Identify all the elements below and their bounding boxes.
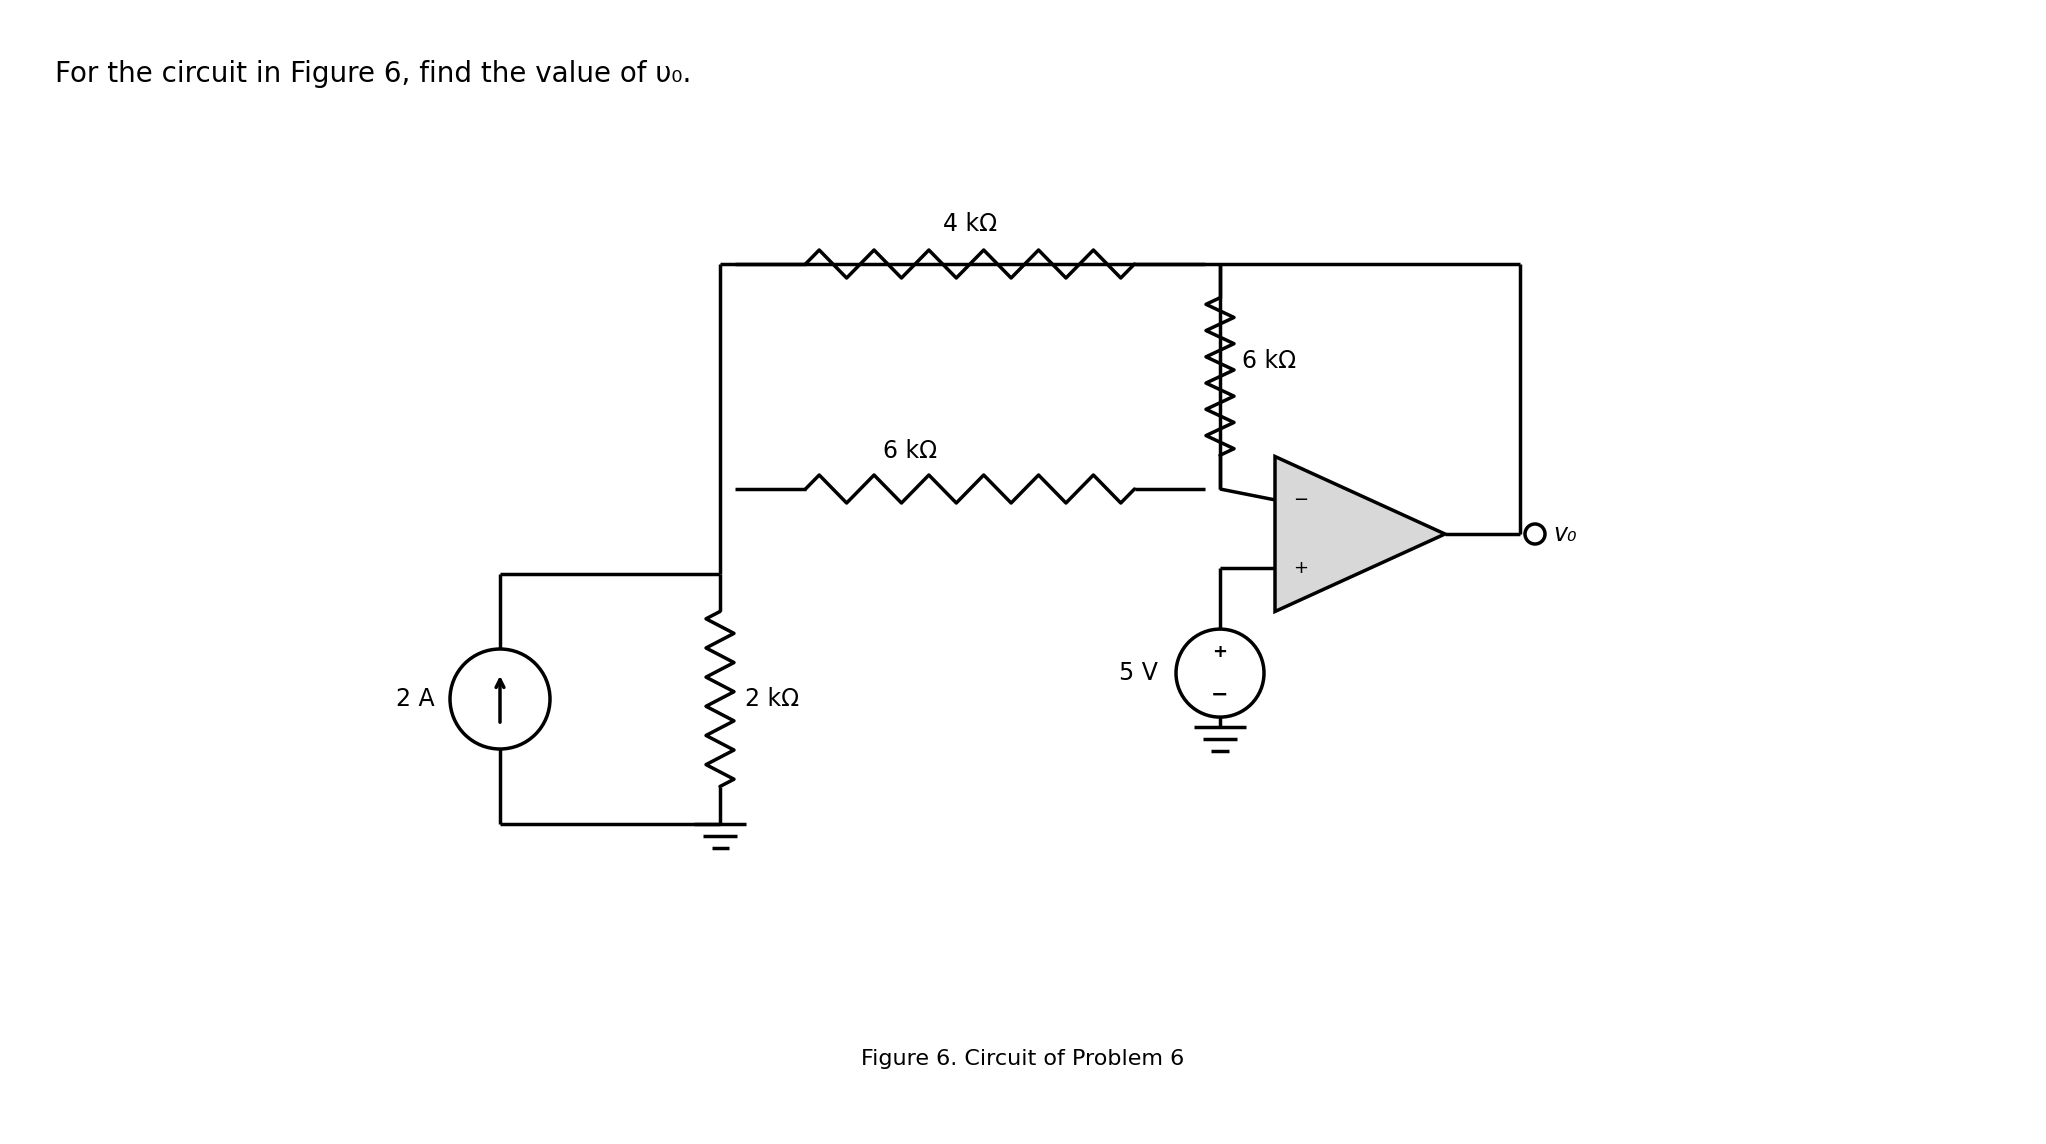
Text: −: − [1293, 491, 1307, 509]
Polygon shape [1275, 456, 1444, 612]
Text: +: + [1213, 643, 1228, 661]
Circle shape [1524, 524, 1545, 545]
Text: 2 A: 2 A [397, 688, 436, 712]
Text: 5 V: 5 V [1119, 661, 1158, 685]
Text: 6 kΩ: 6 kΩ [1242, 350, 1295, 373]
Text: Figure 6. Circuit of Problem 6: Figure 6. Circuit of Problem 6 [861, 1049, 1185, 1068]
Text: 4 kΩ: 4 kΩ [943, 212, 996, 236]
Text: For the circuit in Figure 6, find the value of υ₀.: For the circuit in Figure 6, find the va… [55, 59, 692, 88]
Text: 6 kΩ: 6 kΩ [884, 439, 937, 463]
Text: 2 kΩ: 2 kΩ [745, 688, 800, 712]
Text: v₀: v₀ [1553, 522, 1577, 546]
Text: +: + [1293, 559, 1307, 577]
Text: −: − [1211, 684, 1230, 705]
